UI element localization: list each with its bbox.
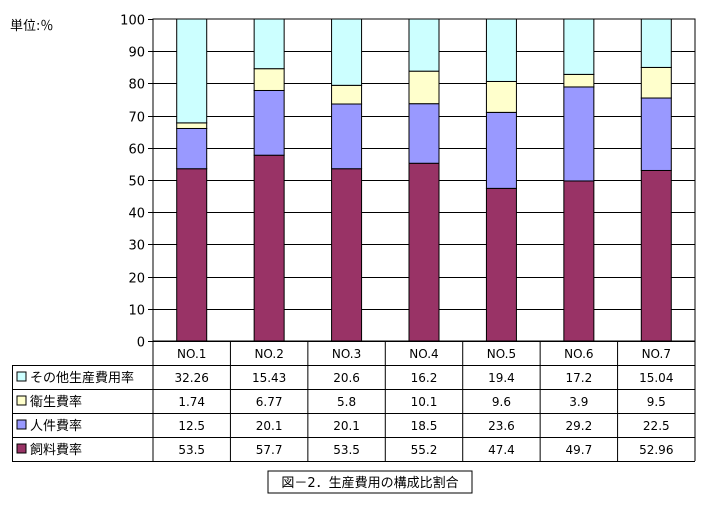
legend-label: 飼料費率 <box>30 442 82 458</box>
legend-swatch <box>16 371 27 382</box>
category-label: NO.7 <box>642 347 671 361</box>
bar-segment <box>253 89 285 156</box>
data-label: 17.2 <box>565 371 592 385</box>
unit-label: 単位:％ <box>10 18 53 34</box>
data-label: 53.5 <box>333 443 360 457</box>
bar-segment <box>253 154 285 342</box>
data-label: 1.74 <box>178 395 205 409</box>
data-label: 15.04 <box>639 371 673 385</box>
y-tick-label: 50 <box>128 175 145 190</box>
bar-segment <box>253 68 285 91</box>
y-tick-label: 40 <box>128 207 145 222</box>
legend-swatch <box>16 395 27 406</box>
bar-segment <box>408 70 440 105</box>
data-label: 23.6 <box>488 419 515 433</box>
bar-segment <box>485 80 517 113</box>
bar-segment <box>563 86 595 182</box>
category-label: NO.3 <box>332 347 361 361</box>
data-label: 20.1 <box>333 419 360 433</box>
legend-swatch <box>16 443 27 454</box>
category-label: NO.2 <box>254 347 283 361</box>
y-tick-label: 70 <box>128 111 145 126</box>
data-label: 53.5 <box>178 443 205 457</box>
data-label: 10.1 <box>411 395 438 409</box>
data-label: 9.5 <box>647 395 666 409</box>
legend-label: その他生産費用率 <box>30 370 134 386</box>
category-label: NO.5 <box>487 347 516 361</box>
category-label: NO.6 <box>564 347 593 361</box>
chart-caption: 図－2．生産費用の構成比割合 <box>281 475 458 491</box>
y-tick-label: 80 <box>128 78 145 93</box>
data-label: 49.7 <box>565 443 592 457</box>
y-tick-label: 20 <box>128 272 145 287</box>
bar-segment <box>485 187 517 342</box>
bar-segment <box>408 162 440 342</box>
bar-segment <box>408 103 440 164</box>
data-label: 20.1 <box>256 419 283 433</box>
bar-segment <box>485 111 517 189</box>
bar-segment <box>176 122 208 129</box>
axis-layer: 0 10 20 30 40 50 60 70 80 90 100 <box>120 14 153 351</box>
bar-segment <box>331 18 363 86</box>
bar-segment <box>176 127 208 170</box>
bar-segment <box>253 18 285 70</box>
category-label: NO.1 <box>177 347 206 361</box>
bar-segment <box>640 66 672 99</box>
bar-segment <box>563 180 595 342</box>
bar-segment <box>640 169 672 342</box>
y-tick-label: 90 <box>128 46 145 61</box>
bar-segment <box>485 18 517 82</box>
bar-segment <box>563 73 595 88</box>
bar-segment <box>331 103 363 170</box>
legend-label: 人件費率 <box>30 418 82 434</box>
data-label: 3.9 <box>569 395 588 409</box>
data-label: 6.77 <box>256 395 283 409</box>
data-label: 19.4 <box>488 371 515 385</box>
bar-segment <box>331 84 363 105</box>
bar-segment <box>640 97 672 171</box>
caption-box: 図－2．生産費用の構成比割合 <box>267 470 473 494</box>
data-label: 57.7 <box>256 443 283 457</box>
data-label: 20.6 <box>333 371 360 385</box>
data-label: 5.8 <box>337 395 356 409</box>
bars-layer <box>176 18 672 342</box>
y-tick-label: 100 <box>120 14 145 29</box>
data-label: 15.43 <box>252 371 286 385</box>
y-tick-label: 60 <box>128 143 145 158</box>
bar-segment <box>640 18 672 68</box>
data-label: 47.4 <box>488 443 515 457</box>
data-label: 32.26 <box>175 371 209 385</box>
data-label: 29.2 <box>565 419 592 433</box>
data-label: 18.5 <box>411 419 438 433</box>
bar-segment <box>331 168 363 342</box>
bar-segment <box>563 18 595 75</box>
category-label: NO.4 <box>409 347 438 361</box>
bar-segment <box>176 18 208 124</box>
data-label: 22.5 <box>643 419 670 433</box>
y-tick-label: 10 <box>128 304 145 319</box>
legend-label: 衛生費率 <box>30 394 82 410</box>
data-label: 52.96 <box>639 443 673 457</box>
bar-segment <box>408 18 440 72</box>
y-tick-label: 30 <box>128 239 145 254</box>
data-label: 16.2 <box>411 371 438 385</box>
data-table: NO.1 NO.2 NO.3 NO.4 NO.5 NO.6 NO.7 その他生産費用率 32.2… <box>12 341 696 462</box>
data-label: 9.6 <box>492 395 511 409</box>
legend-swatch <box>16 419 27 430</box>
bar-segment <box>176 168 208 342</box>
data-label: 55.2 <box>411 443 438 457</box>
data-label: 12.5 <box>178 419 205 433</box>
y-tick-label: 0 <box>137 336 145 351</box>
